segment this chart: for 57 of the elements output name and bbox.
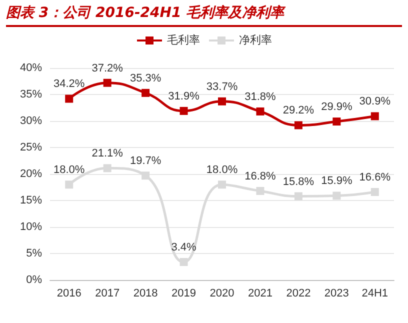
point bbox=[370, 112, 379, 120]
data-label: 19.7% bbox=[130, 155, 162, 168]
data-label: 35.3% bbox=[130, 72, 162, 84]
x-tick-label: 2020 bbox=[210, 288, 234, 300]
legend-label: 毛利率 bbox=[167, 34, 200, 46]
y-tick-label: 30% bbox=[20, 115, 42, 127]
data-label: 33.7% bbox=[206, 80, 238, 93]
point bbox=[332, 118, 341, 126]
x-tick-label: 2019 bbox=[172, 288, 196, 300]
x-tick-label: 2022 bbox=[286, 288, 311, 300]
data-label: 31.8% bbox=[244, 90, 276, 103]
point bbox=[180, 258, 188, 266]
x-tick-label: 2018 bbox=[133, 288, 158, 300]
data-label: 31.9% bbox=[168, 90, 200, 102]
point bbox=[218, 180, 226, 189]
data-label: 37.2% bbox=[92, 62, 124, 74]
y-tick-label: 20% bbox=[20, 168, 42, 180]
y-tick-label: 35% bbox=[20, 88, 42, 100]
y-tick-label: 10% bbox=[20, 221, 42, 233]
data-label: 15.8% bbox=[282, 176, 314, 188]
y-tick-label: 0% bbox=[26, 274, 42, 286]
data-label: 29.2% bbox=[282, 104, 314, 117]
y-tick-label: 40% bbox=[20, 62, 42, 74]
data-label: 30.9% bbox=[359, 96, 391, 108]
point bbox=[370, 188, 379, 196]
point bbox=[103, 78, 112, 87]
data-label: 18.0% bbox=[206, 164, 238, 176]
legend-label: 净利率 bbox=[239, 34, 272, 46]
data-label: 15.9% bbox=[321, 175, 352, 188]
point bbox=[180, 106, 188, 115]
data-label: 3.4% bbox=[171, 241, 197, 254]
point bbox=[103, 164, 112, 172]
data-label: 16.6% bbox=[359, 172, 391, 184]
x-tick-label: 2023 bbox=[324, 288, 349, 300]
y-tick-label: 5% bbox=[26, 248, 42, 260]
data-label: 21.1% bbox=[92, 148, 124, 160]
data-label: 18.0% bbox=[54, 164, 85, 176]
point bbox=[142, 88, 150, 97]
point bbox=[256, 186, 264, 195]
data-label: 29.9% bbox=[321, 101, 352, 114]
point bbox=[294, 121, 302, 130]
point bbox=[294, 192, 302, 200]
point bbox=[65, 94, 74, 103]
x-tick-label: 2017 bbox=[95, 288, 120, 300]
chart-title: 图表 3：公司 2016-24H1 毛利率及净利率 bbox=[6, 4, 402, 27]
x-tick-label: 2021 bbox=[248, 288, 272, 300]
point bbox=[142, 172, 150, 180]
y-tick-label: 15% bbox=[20, 194, 42, 206]
x-tick-label: 2016 bbox=[56, 288, 82, 300]
y-tick-label: 25% bbox=[20, 142, 42, 154]
point bbox=[256, 107, 264, 116]
x-tick-label: 24H1 bbox=[362, 288, 388, 300]
point bbox=[332, 192, 341, 200]
point bbox=[65, 180, 74, 189]
data-label: 34.2% bbox=[54, 78, 85, 90]
data-label: 16.8% bbox=[244, 170, 276, 182]
point bbox=[218, 97, 226, 106]
